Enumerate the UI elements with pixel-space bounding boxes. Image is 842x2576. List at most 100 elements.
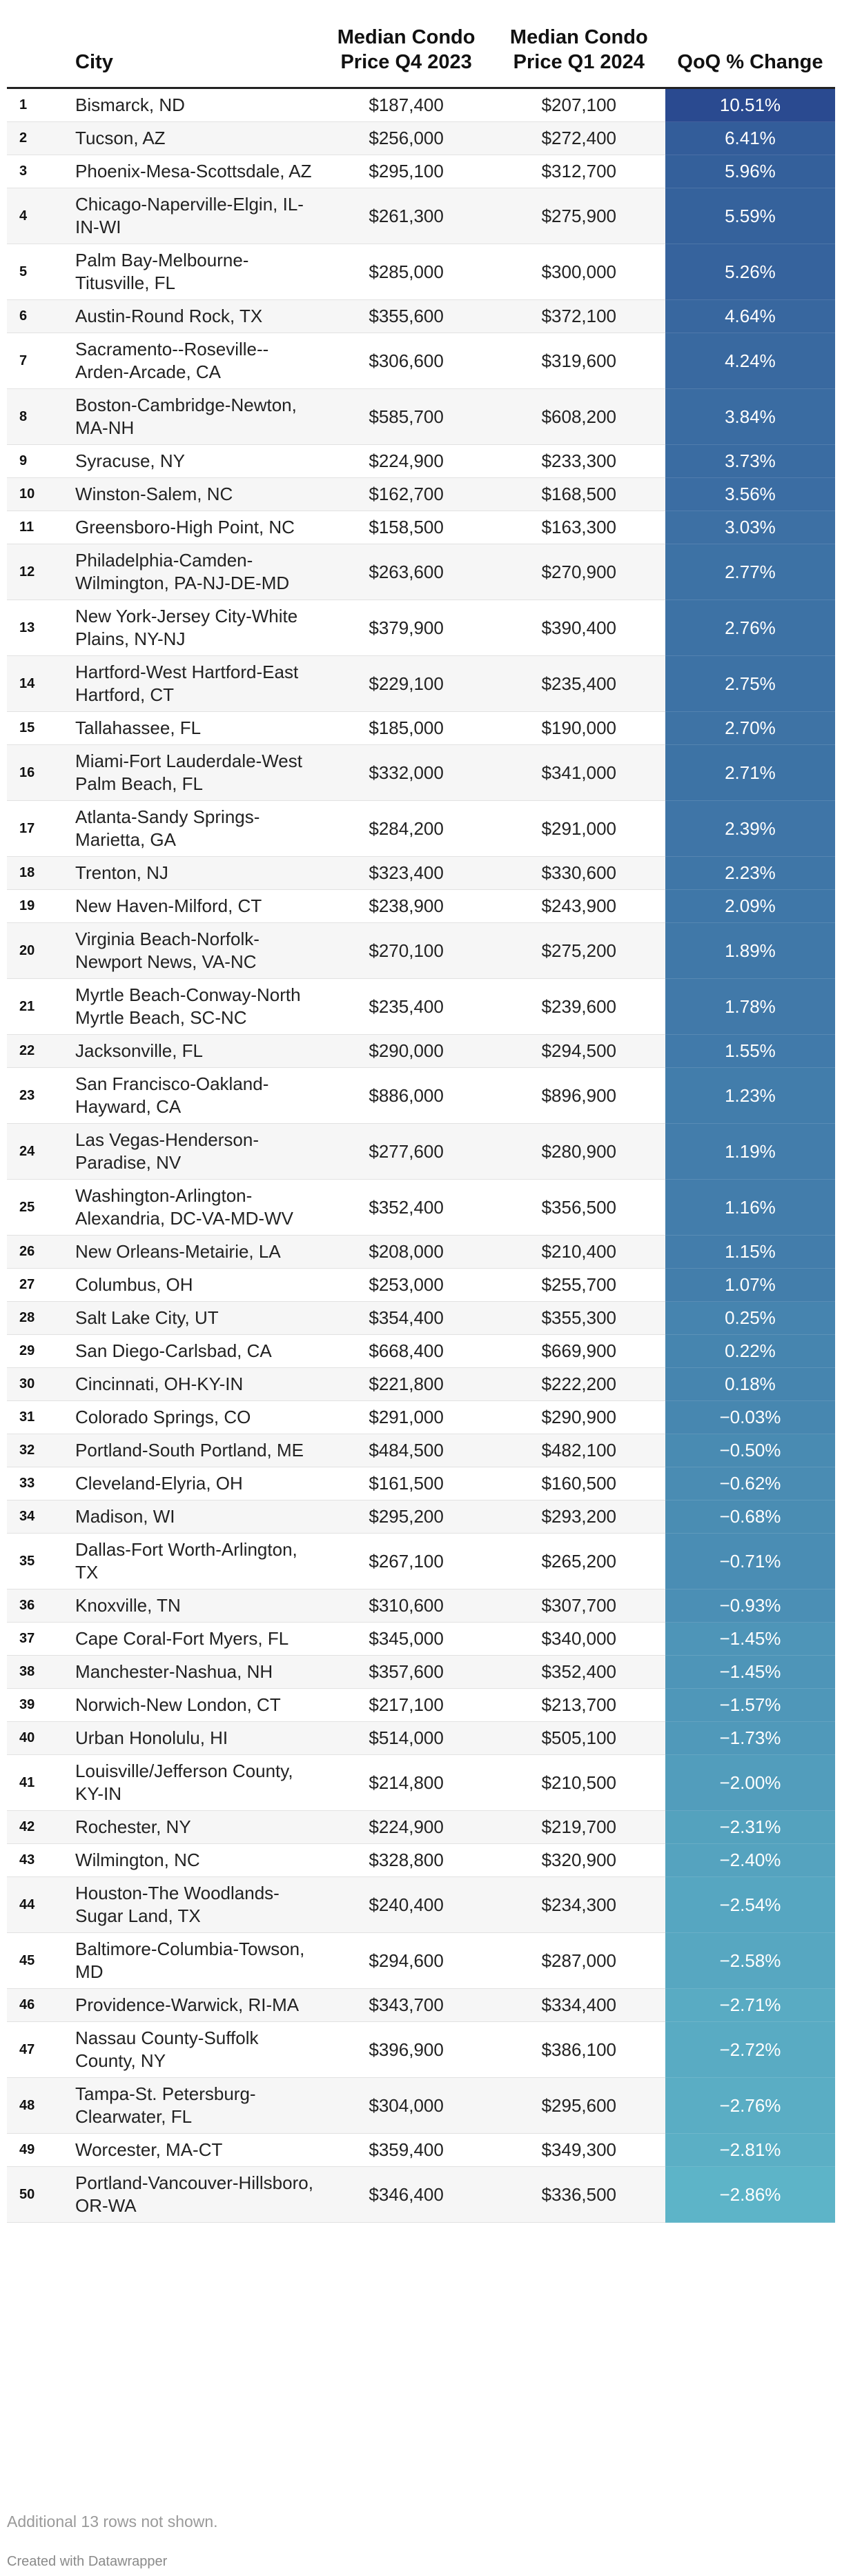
qoq-change-cell: −1.73% — [665, 1721, 835, 1755]
qoq-change-cell: −2.00% — [665, 1754, 835, 1811]
q1-2024-cell: $349,300 — [492, 2133, 665, 2167]
q1-2024-cell: $352,400 — [492, 1655, 665, 1689]
rank-cell: 23 — [7, 1067, 76, 1124]
rank-cell: 12 — [7, 544, 76, 600]
qoq-change-cell: 1.55% — [665, 1034, 835, 1068]
table-row: 21 Myrtle Beach-Conway-North Myrtle Beach… — [7, 978, 835, 1035]
q1-2024-cell: $355,300 — [492, 1301, 665, 1335]
city-cell: New Haven-Milford, CT — [75, 889, 320, 923]
q4-2023-cell: $221,800 — [320, 1367, 493, 1401]
q4-2023-cell: $267,100 — [320, 1533, 493, 1589]
table-row: 8 Boston-Cambridge-Newton, MA-NH $585,700 $… — [7, 388, 835, 445]
q4-2023-cell: $158,500 — [320, 511, 493, 544]
q1-2024-cell: $372,100 — [492, 299, 665, 333]
city-cell: San Diego-Carlsbad, CA — [75, 1334, 320, 1368]
qoq-change-cell: 0.25% — [665, 1301, 835, 1335]
q1-2024-cell: $334,400 — [492, 1988, 665, 2022]
city-cell: Baltimore-Columbia-Towson, MD — [75, 1932, 320, 1989]
rank-cell: 10 — [7, 477, 76, 511]
q4-2023-cell: $263,600 — [320, 544, 493, 600]
rank-cell: 35 — [7, 1533, 76, 1589]
table-row: 35 Dallas-Fort Worth-Arlington, TX $267,10… — [7, 1533, 835, 1589]
q4-2023-cell: $229,100 — [320, 655, 493, 712]
table-row: 31 Colorado Springs, CO $291,000 $290,900 −0… — [7, 1400, 835, 1434]
table-row: 6 Austin-Round Rock, TX $355,600 $372,100 4.… — [7, 299, 835, 333]
rank-cell: 36 — [7, 1589, 76, 1623]
table-row: 36 Knoxville, TN $310,600 $307,700 −0.93% — [7, 1589, 835, 1623]
table-row: 38 Manchester-Nashua, NH $357,600 $352,400−… — [7, 1655, 835, 1689]
qoq-change-cell: −0.68% — [665, 1500, 835, 1534]
table-row: 32 Portland-South Portland, ME $484,500 $48… — [7, 1434, 835, 1467]
qoq-change-cell: −0.62% — [665, 1467, 835, 1500]
q4-2023-cell: $295,200 — [320, 1500, 493, 1534]
city-cell: Chicago-Naperville-Elgin, IL-IN-WI — [75, 188, 320, 244]
header-q1-2024[interactable]: Median Condo Price Q1 2024 — [509, 26, 648, 73]
q1-2024-cell: $275,900 — [492, 188, 665, 244]
q1-2024-cell: $291,000 — [492, 800, 665, 857]
header-qoq-change[interactable]: QoQ % Change — [677, 51, 823, 73]
table-row: 23 San Francisco-Oakland-Hayward, CA $886,… — [7, 1067, 835, 1124]
rank-cell: 41 — [7, 1754, 76, 1811]
qoq-change-cell: 0.18% — [665, 1367, 835, 1401]
q4-2023-cell: $256,000 — [320, 121, 493, 155]
q4-2023-cell: $354,400 — [320, 1301, 493, 1335]
rank-cell: 33 — [7, 1467, 76, 1500]
header-q4-2023[interactable]: Median Condo Price Q4 2023 — [337, 26, 476, 73]
city-cell: Houston-The Woodlands-Sugar Land, TX — [75, 1876, 320, 1933]
q1-2024-cell: $243,900 — [492, 889, 665, 923]
table-row: 24 Las Vegas-Henderson-Paradise, NV $277,6… — [7, 1123, 835, 1180]
q4-2023-cell: $396,900 — [320, 2021, 493, 2078]
qoq-change-cell: 1.16% — [665, 1179, 835, 1236]
rank-cell: 29 — [7, 1334, 76, 1368]
table-header: City Median Condo Price Q4 2023 Median C… — [7, 25, 835, 88]
q4-2023-cell: $343,700 — [320, 1988, 493, 2022]
city-cell: Atlanta-Sandy Springs-Marietta, GA — [75, 800, 320, 857]
rank-cell: 30 — [7, 1367, 76, 1401]
city-cell: Manchester-Nashua, NH — [75, 1655, 320, 1689]
q1-2024-cell: $222,200 — [492, 1367, 665, 1401]
q4-2023-cell: $261,300 — [320, 188, 493, 244]
rank-cell: 32 — [7, 1434, 76, 1467]
q4-2023-cell: $310,600 — [320, 1589, 493, 1623]
table-row: 25 Washington-Arlington-Alexandria, DC-VA… — [7, 1179, 835, 1236]
q1-2024-cell: $330,600 — [492, 856, 665, 890]
city-cell: Winston-Salem, NC — [75, 477, 320, 511]
rank-cell: 2 — [7, 121, 76, 155]
q1-2024-cell: $213,700 — [492, 1688, 665, 1722]
rank-cell: 15 — [7, 711, 76, 745]
q1-2024-cell: $207,100 — [492, 88, 665, 122]
qoq-change-cell: −2.40% — [665, 1843, 835, 1877]
city-cell: Trenton, NJ — [75, 856, 320, 890]
qoq-change-cell: 1.07% — [665, 1268, 835, 1302]
rank-cell: 19 — [7, 889, 76, 923]
city-cell: Bismarck, ND — [75, 88, 320, 122]
credit-link[interactable]: Created with Datawrapper — [7, 2554, 168, 2569]
rank-cell: 45 — [7, 1932, 76, 1989]
rank-cell: 8 — [7, 388, 76, 445]
q1-2024-cell: $210,400 — [492, 1235, 665, 1269]
qoq-change-cell: 1.78% — [665, 978, 835, 1035]
table-row: 15 Tallahassee, FL $185,000 $190,000 2.70% — [7, 711, 835, 745]
qoq-change-cell: 3.03% — [665, 511, 835, 544]
q4-2023-cell: $294,600 — [320, 1932, 493, 1989]
city-cell: Tucson, AZ — [75, 121, 320, 155]
qoq-change-cell: −0.93% — [665, 1589, 835, 1623]
q4-2023-cell: $162,700 — [320, 477, 493, 511]
rank-cell: 3 — [7, 155, 76, 188]
q1-2024-cell: $505,100 — [492, 1721, 665, 1755]
q4-2023-cell: $224,900 — [320, 1810, 493, 1844]
qoq-change-cell: −0.50% — [665, 1434, 835, 1467]
table-row: 14 Hartford-West Hartford-East Hartford, … — [7, 655, 835, 712]
rank-cell: 9 — [7, 444, 76, 478]
q1-2024-cell: $163,300 — [492, 511, 665, 544]
rank-cell: 22 — [7, 1034, 76, 1068]
qoq-change-cell: −2.76% — [665, 2077, 835, 2134]
qoq-change-cell: −2.54% — [665, 1876, 835, 1933]
qoq-change-cell: 2.39% — [665, 800, 835, 857]
rank-cell: 31 — [7, 1400, 76, 1434]
table-row: 27 Columbus, OH $253,000 $255,700 1.07% — [7, 1268, 835, 1302]
rank-cell: 28 — [7, 1301, 76, 1335]
city-cell: Myrtle Beach-Conway-North Myrtle Beach, … — [75, 978, 320, 1035]
city-cell: Las Vegas-Henderson-Paradise, NV — [75, 1123, 320, 1180]
header-city[interactable]: City — [75, 51, 113, 73]
